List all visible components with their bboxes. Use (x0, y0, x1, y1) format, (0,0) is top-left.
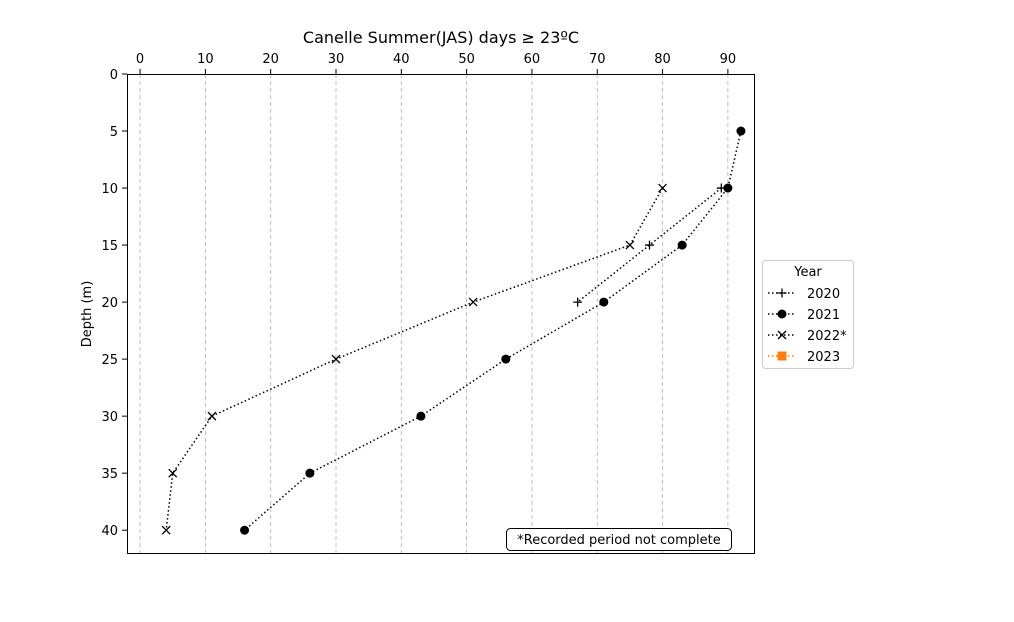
y-tick-label: 30 (101, 410, 118, 425)
y-ticks: 0 5 10 15 20 25 30 35 40 (101, 68, 127, 539)
legend: Year 2020 2021 2022* 2023 (762, 260, 854, 369)
annotation-text: *Recorded period not complete (517, 533, 721, 548)
data-point (416, 411, 426, 421)
legend-marker (777, 351, 787, 361)
chart-title: Canelle Summer(JAS) days ≥ 23ºC (303, 28, 579, 47)
data-point (168, 468, 178, 478)
data-point (501, 354, 511, 364)
data-point (625, 240, 635, 250)
series-line (244, 130, 742, 531)
x-tick-label: 30 (328, 52, 345, 67)
y-tick-label: 40 (101, 524, 118, 539)
x-tick-label: 90 (720, 52, 737, 67)
data-point (736, 126, 746, 136)
y-tick-label: 15 (101, 239, 118, 254)
x-tick-label: 10 (197, 52, 214, 67)
legend-entry: 2023 (768, 350, 840, 365)
x-tick-label: 0 (136, 52, 144, 67)
legend-title: Year (793, 265, 822, 280)
x-tick-label: 80 (654, 52, 671, 67)
x-tick-label: 20 (262, 52, 279, 67)
legend-entry: 2021 (768, 308, 840, 323)
legend-label: 2023 (807, 350, 840, 365)
y-tick-label: 35 (101, 467, 118, 482)
x-tick-label: 50 (458, 52, 475, 67)
plot-area-frame (127, 74, 755, 554)
legend-marker (777, 330, 787, 340)
data-point (207, 411, 217, 421)
y-tick-label: 20 (101, 296, 118, 311)
series-line (577, 187, 722, 303)
y-tick-label: 0 (110, 68, 118, 83)
data-point (645, 240, 654, 250)
y-tick-label: 5 (110, 125, 118, 140)
series-2020 (573, 183, 726, 307)
legend-marker (777, 309, 787, 319)
legend-label: 2021 (807, 308, 840, 323)
data-point (161, 525, 171, 535)
series-2022 (161, 183, 668, 535)
y-axis-label: Depth (m) (80, 281, 95, 348)
grid-lines (139, 74, 729, 553)
x-ticks: 0 10 20 30 40 50 60 70 80 90 (136, 52, 736, 74)
x-tick-label: 60 (524, 52, 541, 67)
data-point (468, 297, 478, 307)
data-point (240, 525, 250, 535)
legend-entry: 2020 (768, 287, 840, 302)
x-tick-label: 70 (589, 52, 606, 67)
series-line (165, 187, 664, 531)
data-point (677, 240, 687, 250)
data-point (573, 297, 583, 307)
annotation-box: *Recorded period not complete (506, 528, 732, 551)
data-point (723, 183, 733, 193)
y-tick-label: 25 (101, 353, 118, 368)
data-point (305, 468, 315, 478)
series-layer (161, 126, 746, 535)
series-2021 (240, 126, 746, 535)
legend-label: 2022* (807, 329, 847, 344)
data-point (331, 354, 341, 364)
legend-marker (777, 288, 787, 298)
legend-label: 2020 (807, 287, 840, 302)
legend-frame (762, 260, 854, 369)
legend-entry: 2022* (768, 329, 847, 344)
data-point (599, 297, 609, 307)
data-point (658, 183, 668, 193)
y-tick-label: 10 (101, 182, 118, 197)
x-tick-label: 40 (393, 52, 410, 67)
